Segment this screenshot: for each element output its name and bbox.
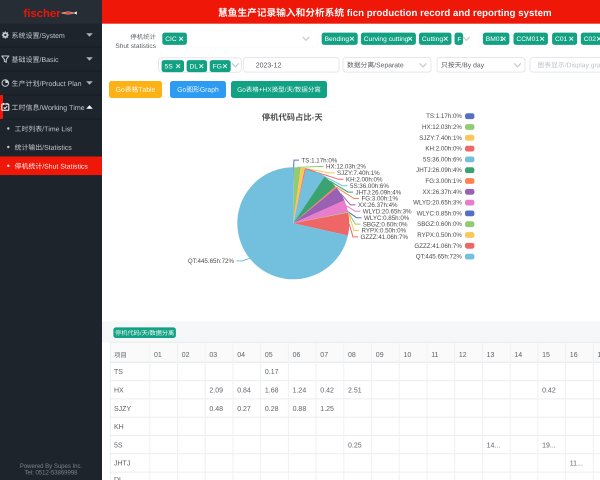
svg-text:BM01: BM01 xyxy=(486,36,504,43)
svg-text:Curving cutting: Curving cutting xyxy=(364,36,409,43)
svg-text:QT:445.65h:72%: QT:445.65h:72% xyxy=(416,254,463,261)
svg-text:SBGZ:0.60h:0%: SBGZ:0.60h:0% xyxy=(363,221,408,228)
svg-text:04: 04 xyxy=(237,352,245,359)
svg-text:Tel: 0512-53869998: Tel: 0512-53869998 xyxy=(24,471,78,477)
svg-text:Cutting: Cutting xyxy=(422,36,443,43)
svg-text:FG:3.00h:1%: FG:3.00h:1% xyxy=(362,196,399,203)
svg-text:WLYD:20.65h:3%: WLYD:20.65h:3% xyxy=(413,200,462,207)
svg-text:0.17: 0.17 xyxy=(265,369,279,376)
svg-text:02: 02 xyxy=(182,352,190,359)
svg-text:DL: DL xyxy=(114,477,123,480)
svg-text:CCM01: CCM01 xyxy=(516,36,539,43)
svg-text:15: 15 xyxy=(542,352,550,359)
svg-text:DL: DL xyxy=(190,64,199,71)
svg-text:WLYC:0.85h:0%: WLYC:0.85h:0% xyxy=(364,215,410,222)
svg-text:14: 14 xyxy=(514,352,522,359)
svg-text:5S:36.00h:6%: 5S:36.00h:6% xyxy=(350,183,389,190)
svg-text:CIC: CIC xyxy=(165,36,177,43)
svg-text:5S: 5S xyxy=(165,64,174,71)
svg-text:11: 11 xyxy=(431,352,438,359)
svg-text:01: 01 xyxy=(154,352,162,359)
svg-text:07: 07 xyxy=(320,352,328,359)
svg-text:09: 09 xyxy=(376,352,384,359)
svg-text:SJZY: SJZY xyxy=(114,406,131,413)
svg-text:XX:26.37h:4%: XX:26.37h:4% xyxy=(422,189,462,196)
svg-text:2.51: 2.51 xyxy=(348,388,362,395)
svg-text:JHTJ:26.09h:4%: JHTJ:26.09h:4% xyxy=(356,189,402,196)
svg-text:XX:26.37h:4%: XX:26.37h:4% xyxy=(358,202,398,209)
svg-text:KH:2.00h:0%: KH:2.00h:0% xyxy=(346,177,383,184)
svg-text:TS:1.17h:0%: TS:1.17h:0% xyxy=(302,157,338,164)
svg-text:F: F xyxy=(457,36,461,43)
svg-text:13: 13 xyxy=(487,352,495,359)
svg-text:TS:1.17h:0%: TS:1.17h:0% xyxy=(426,113,462,120)
svg-text:WLYC:0.85h:0%: WLYC:0.85h:0% xyxy=(417,210,463,217)
svg-text:17: 17 xyxy=(598,352,600,359)
svg-text:HX:12.03h:2%: HX:12.03h:2% xyxy=(326,164,366,171)
svg-text:1.24: 1.24 xyxy=(293,388,307,395)
svg-text:0.84: 0.84 xyxy=(237,388,251,395)
svg-text:0.42: 0.42 xyxy=(320,388,334,395)
svg-text:HX:12.03h:2%: HX:12.03h:2% xyxy=(422,124,462,131)
svg-text:KH: KH xyxy=(114,424,124,431)
svg-text:FG: FG xyxy=(213,64,222,71)
svg-text:06: 06 xyxy=(293,352,301,359)
svg-text:2023-12: 2023-12 xyxy=(256,63,282,70)
svg-text:16: 16 xyxy=(570,352,578,359)
svg-text:SJZY:7.40h:1%: SJZY:7.40h:1% xyxy=(419,135,462,142)
svg-text:Powered By Supes Inc.: Powered By Supes Inc. xyxy=(20,464,83,470)
svg-text:0.28: 0.28 xyxy=(265,406,279,413)
svg-text:GZZZ:41.06h:7%: GZZZ:41.06h:7% xyxy=(414,243,462,250)
svg-text:10: 10 xyxy=(404,352,412,359)
svg-text:12: 12 xyxy=(459,352,467,359)
svg-text:FG:3.00h:1%: FG:3.00h:1% xyxy=(425,178,462,185)
svg-text:19...: 19... xyxy=(542,442,556,449)
svg-text:C02: C02 xyxy=(584,36,597,43)
svg-text:11...: 11... xyxy=(570,461,583,468)
svg-text:0.27: 0.27 xyxy=(237,406,251,413)
svg-text:03: 03 xyxy=(209,352,217,359)
svg-text:1.68: 1.68 xyxy=(265,388,279,395)
svg-text:0.48: 0.48 xyxy=(209,406,223,413)
svg-text:KH:2.00h:0%: KH:2.00h:0% xyxy=(425,146,462,153)
svg-text:08: 08 xyxy=(348,352,356,359)
svg-text:SBGZ:0.60h:0%: SBGZ:0.60h:0% xyxy=(417,221,462,228)
svg-text:WLYD:20.65h:3%: WLYD:20.65h:3% xyxy=(363,209,412,216)
svg-text:05: 05 xyxy=(265,352,273,359)
svg-text:Bending: Bending xyxy=(325,36,350,43)
svg-text:5S:36.00h:6%: 5S:36.00h:6% xyxy=(423,156,462,163)
svg-text:14...: 14... xyxy=(487,442,501,449)
svg-text:HX: HX xyxy=(114,388,124,395)
svg-text:5S: 5S xyxy=(114,442,123,449)
svg-text:RYPX:0.50h:0%: RYPX:0.50h:0% xyxy=(362,228,407,235)
svg-text:0.42: 0.42 xyxy=(542,388,556,395)
svg-text:0.88: 0.88 xyxy=(293,406,307,413)
svg-text:GZZZ:41.06h:7%: GZZZ:41.06h:7% xyxy=(361,234,409,241)
svg-text:TS: TS xyxy=(114,369,123,376)
svg-text:SJZY:7.40h:1%: SJZY:7.40h:1% xyxy=(337,170,380,177)
svg-text:0.25: 0.25 xyxy=(348,442,362,449)
svg-text:JHTJ:26.09h:4%: JHTJ:26.09h:4% xyxy=(416,167,462,174)
svg-text:QT:445.65h:72%: QT:445.65h:72% xyxy=(188,258,235,265)
svg-text:1.25: 1.25 xyxy=(320,406,334,413)
svg-text:Shut statistics: Shut statistics xyxy=(115,43,156,50)
svg-text:RYPX:0.50h:0%: RYPX:0.50h:0% xyxy=(417,232,462,239)
svg-text:JHTJ: JHTJ xyxy=(114,461,130,468)
svg-text:C01: C01 xyxy=(555,36,568,43)
svg-text:2.09: 2.09 xyxy=(209,388,223,395)
